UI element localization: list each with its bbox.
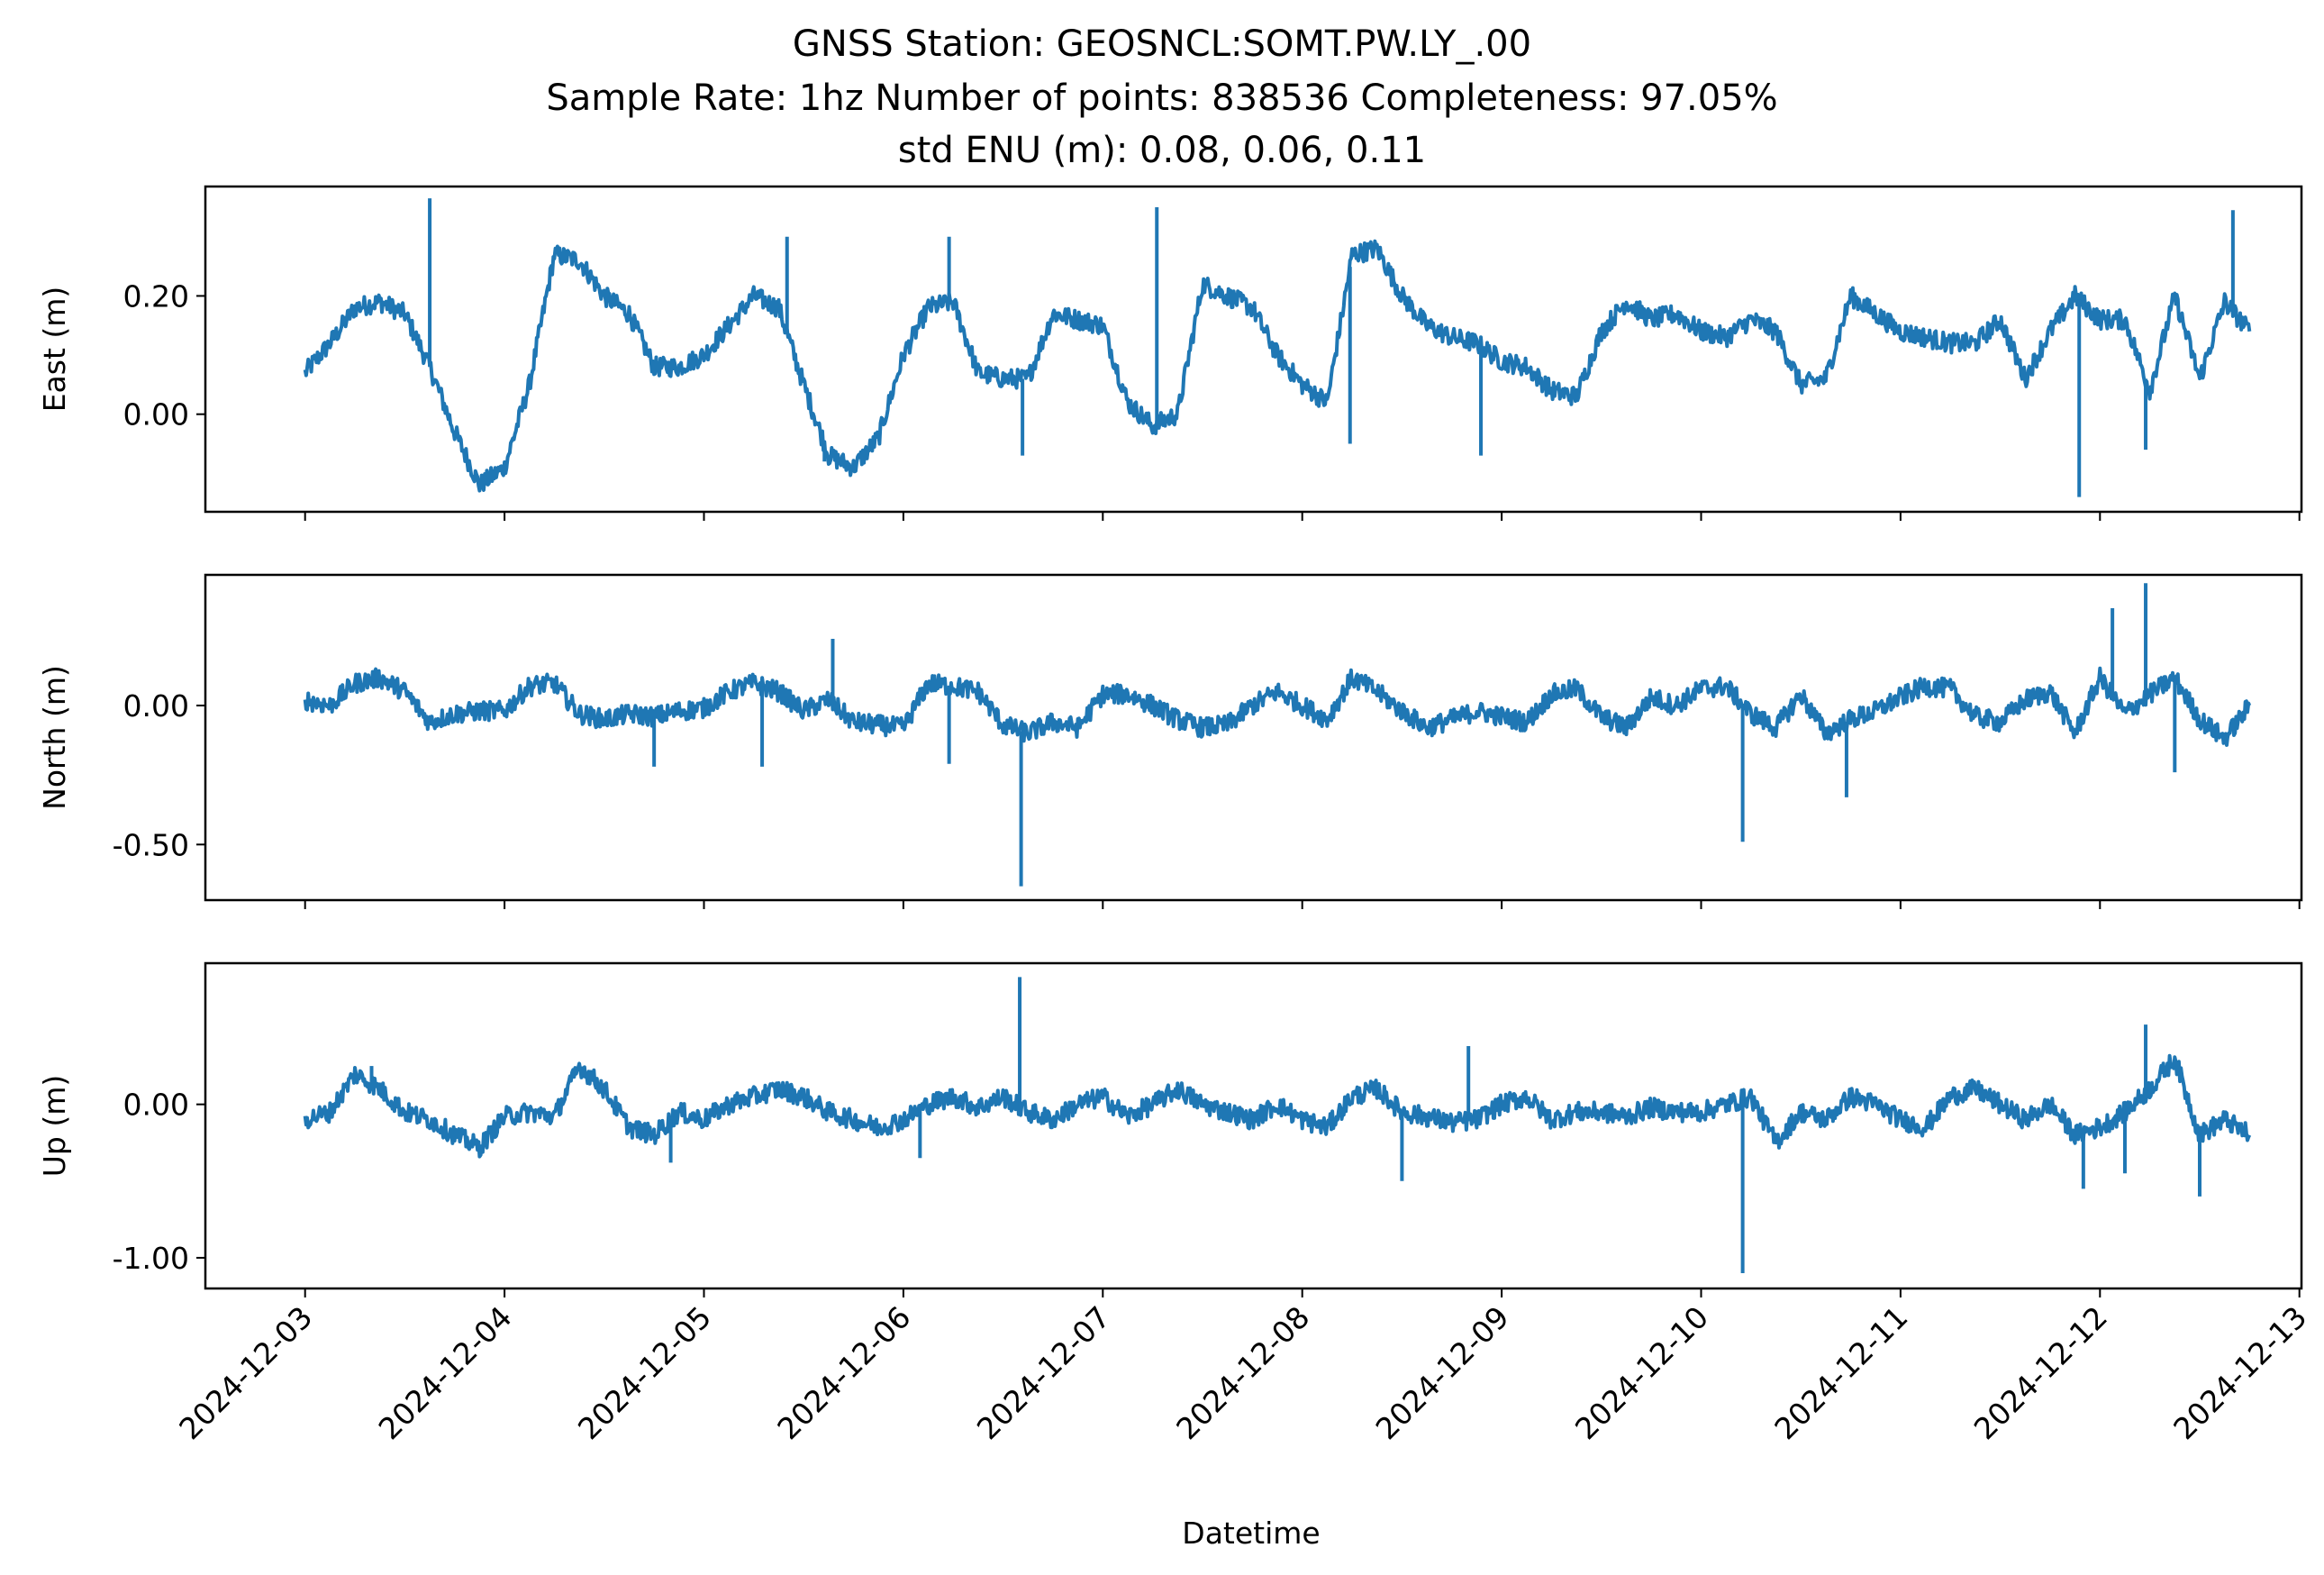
chart-title-line-2: Sample Rate: 1hz Number of points: 83853… xyxy=(546,77,1777,119)
y-axis-label: North (m) xyxy=(37,665,72,810)
y-tick-label: 0.00 xyxy=(123,688,189,724)
panel-frame xyxy=(204,961,2303,1290)
north-panel: 0.00 -0.50 North (m) xyxy=(37,573,2303,909)
east-panel: 0.00 0.20 East (m) xyxy=(37,185,2303,521)
y-tick-label: -0.50 xyxy=(113,827,189,862)
y-tick-label: 0.00 xyxy=(123,1088,189,1123)
y-axis-label: Up (m) xyxy=(37,1075,72,1178)
series-line xyxy=(303,666,2252,747)
y-tick-label: -1.00 xyxy=(113,1241,189,1276)
chart-title-line-3: std ENU (m): 0.08, 0.06, 0.11 xyxy=(898,130,1426,171)
y-axis-label: East (m) xyxy=(37,287,72,413)
series-line xyxy=(303,1053,2252,1159)
chart-title-line-1: GNSS Station: GEOSNCL:SOMT.PW.LY_.00 xyxy=(793,23,1531,65)
y-tick-label: 0.00 xyxy=(123,397,189,432)
up-panel: 0.00 -1.00 Up (m) xyxy=(37,961,2303,1297)
series-line xyxy=(303,239,2252,493)
panel-frame xyxy=(204,573,2303,902)
y-tick-label: 0.20 xyxy=(123,278,189,314)
x-axis-label: Datetime xyxy=(1182,1516,1320,1551)
panel-frame xyxy=(204,185,2303,514)
